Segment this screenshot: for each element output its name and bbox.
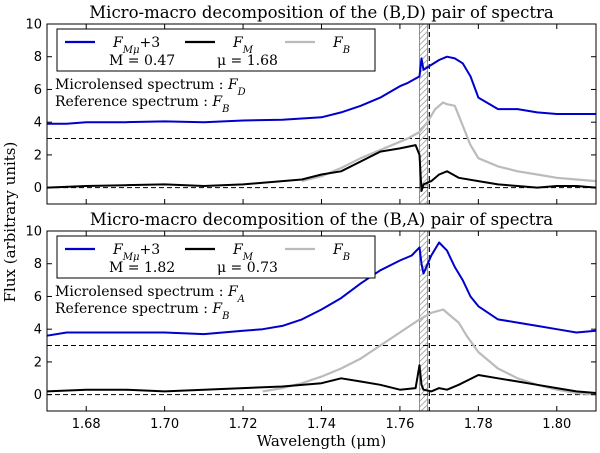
legend-label-2: FB [332,35,350,56]
x-axis-label: Wavelength (μm) [257,432,386,450]
y-axis-label: Flux (arbitrary units) [1,142,19,303]
microlensed-label: Microlensed spectrum : FA [55,284,245,305]
x-tick-label: 1.72 [229,417,258,432]
y-tick-label: 8 [34,50,42,65]
y-tick-label: 0 [34,181,42,196]
legend-label-2: FB [332,242,350,263]
chart-title: Micro-macro decomposition of the (B,A) p… [90,210,553,229]
series-line-2 [262,308,597,396]
y-tick-label: 2 [34,355,42,370]
x-tick-label: 1.68 [72,417,101,432]
legend-label-0: FMμ+3 [112,35,160,56]
y-tick-label: 10 [25,18,42,33]
x-tick-label: 1.76 [385,417,414,432]
series-line-0 [47,55,596,125]
legend-label-1: FM [232,242,254,263]
y-tick-label: 4 [34,116,42,131]
legend-m-value: M = 1.82 [109,260,175,276]
legend-box [56,28,376,72]
panel-ba: Micro-macro decomposition of the (B,A) p… [25,210,597,450]
y-tick-label: 4 [34,323,42,338]
series-line-1 [46,364,597,394]
panel-bd: Micro-macro decomposition of the (B,D) p… [25,3,597,205]
x-tick-label: 1.80 [542,417,571,432]
legend-box [56,235,376,279]
legend-mu-value: μ = 0.73 [217,260,278,276]
series-line-0 [46,241,597,337]
reference-label: Reference spectrum : FB [55,301,229,322]
chart-title: Micro-macro decomposition of the (B,D) p… [89,3,554,22]
y-tick-label: 6 [34,290,42,305]
x-tick-label: 1.78 [464,417,493,432]
reference-label: Reference spectrum : FB [55,94,229,115]
y-tick-label: 0 [34,388,42,403]
legend-m-value: M = 0.47 [109,53,175,69]
y-tick-label: 8 [34,257,42,272]
microlensed-label: Microlensed spectrum : FD [55,77,246,98]
legend-label-1: FM [232,35,254,56]
legend-label-0: FMμ+3 [112,242,160,263]
series-line-1 [46,144,597,192]
y-tick-label: 6 [34,83,42,98]
x-tick-label: 1.74 [307,417,336,432]
series-line-2 [301,101,597,183]
y-tick-label: 2 [34,148,42,163]
y-tick-label: 10 [25,225,42,240]
legend-mu-value: μ = 1.68 [217,53,278,69]
x-tick-label: 1.70 [150,417,179,432]
